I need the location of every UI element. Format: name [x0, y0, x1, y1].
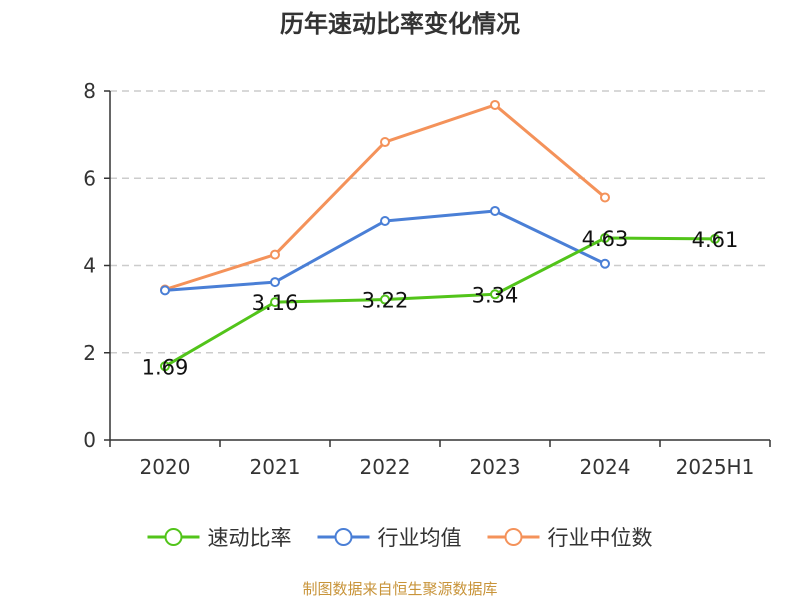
data-labels: 1.69 3.16 3.22 3.34 4.63 4.61 — [142, 227, 739, 379]
legend-circle-icon — [334, 528, 353, 546]
series-0 — [160, 233, 720, 372]
data-label-5: 4.61 — [692, 228, 739, 252]
x-tick-label-1: 2021 — [250, 455, 301, 479]
data-label-4: 4.63 — [582, 227, 629, 251]
legend-item-2[interactable]: 行业中位数 — [487, 526, 653, 550]
point-1-2 — [380, 216, 390, 227]
legend-label: 速动比率 — [208, 526, 292, 550]
point-1-1 — [270, 277, 280, 288]
series-line-0 — [164, 236, 716, 368]
point-0-1 — [270, 297, 280, 308]
point-2-4 — [600, 192, 610, 203]
y-tick-label-3: 6 — [83, 166, 96, 190]
point-0-3 — [490, 289, 500, 300]
point-1-3 — [490, 205, 500, 216]
point-2-2 — [380, 137, 390, 148]
grid-lines — [110, 90, 770, 354]
data-label-1: 3.16 — [252, 291, 299, 315]
legend: 速动比率 行业均值 行业中位数 — [147, 526, 653, 550]
legend-item-1[interactable]: 行业均值 — [317, 526, 462, 550]
x-tick-label-2: 2022 — [360, 455, 411, 479]
y-tick-label-0: 0 — [83, 428, 96, 452]
y-tick-label-2: 4 — [83, 254, 96, 278]
point-2-3 — [490, 99, 500, 110]
point-0-4 — [600, 233, 610, 244]
series-group — [160, 99, 720, 372]
legend-circle-icon — [504, 528, 523, 546]
x-tick-label-3: 2023 — [470, 455, 521, 479]
series-1 — [160, 205, 610, 296]
x-tick-label-5: 2025H1 — [676, 455, 755, 479]
chart-title: 历年速动比率变化情况 — [280, 10, 520, 38]
point-2-1 — [270, 249, 280, 260]
data-label-2: 3.22 — [362, 289, 409, 313]
y-tick-label-4: 8 — [83, 79, 96, 103]
legend-item-0[interactable]: 速动比率 — [147, 526, 292, 550]
point-0-5 — [710, 233, 720, 244]
legend-circle-icon — [164, 528, 183, 546]
x-tick-label-0: 2020 — [140, 455, 191, 479]
series-2 — [160, 99, 610, 295]
point-0-2 — [380, 294, 390, 305]
point-1-4 — [600, 258, 610, 269]
data-label-0: 1.69 — [142, 355, 189, 379]
source-note: 制图数据来自恒生聚源数据库 — [302, 580, 497, 598]
data-label-3: 3.34 — [472, 283, 519, 307]
point-0-0 — [160, 361, 170, 372]
axes: 0 2 4 6 8 2020 2021 2022 2023 2024 2025H1 — [83, 79, 771, 479]
y-tick-label-1: 2 — [83, 341, 96, 365]
x-tick-label-4: 2024 — [580, 455, 631, 479]
legend-label: 行业均值 — [378, 526, 462, 550]
legend-label: 行业中位数 — [548, 526, 653, 550]
point-1-0 — [160, 285, 170, 296]
series-line-2 — [164, 103, 606, 291]
